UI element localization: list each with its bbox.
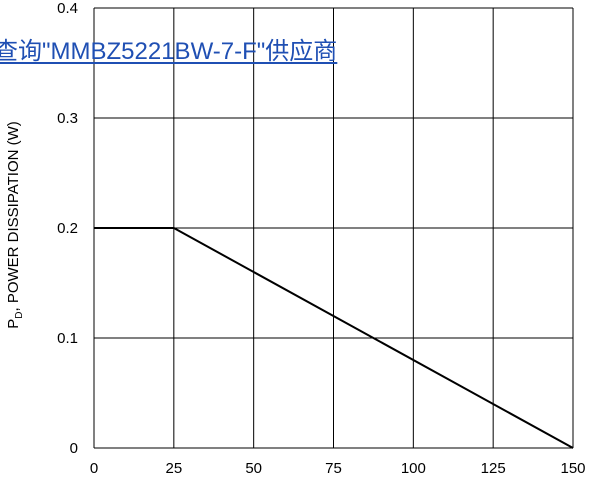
grid-lines bbox=[93, 7, 574, 449]
x-tick-label-25: 25 bbox=[165, 460, 182, 477]
y-axis-label-subscript: D bbox=[14, 311, 25, 319]
x-tick-label-150: 150 bbox=[560, 460, 585, 477]
y-axis-label-text: , POWER DISSIPATION (W) bbox=[5, 121, 22, 312]
tick-labels: 0 25 50 75 100 125 150 0 0.1 0.2 0.3 0.4 bbox=[57, 0, 585, 477]
y-tick-label-0-1: 0.1 bbox=[57, 330, 78, 347]
y-tick-label-0-4: 0.4 bbox=[57, 0, 78, 17]
x-tick-label-0: 0 bbox=[90, 460, 98, 477]
x-tick-label-50: 50 bbox=[245, 460, 262, 477]
y-axis-label-prefix: P bbox=[5, 318, 22, 329]
y-axis-label: PD, POWER DISSIPATION (W) bbox=[4, 0, 26, 485]
supplier-search-link[interactable]: 查询"MMBZ5221BW-7-F"供应商 bbox=[0, 38, 338, 65]
y-tick-label-0: 0 bbox=[70, 440, 78, 457]
series-lines bbox=[93, 227, 574, 449]
x-tick-label-100: 100 bbox=[401, 460, 426, 477]
y-tick-label-0-2: 0.2 bbox=[57, 220, 78, 237]
x-tick-label-75: 75 bbox=[325, 460, 342, 477]
y-tick-label-0-3: 0.3 bbox=[57, 110, 78, 127]
x-tick-label-125: 125 bbox=[481, 460, 506, 477]
